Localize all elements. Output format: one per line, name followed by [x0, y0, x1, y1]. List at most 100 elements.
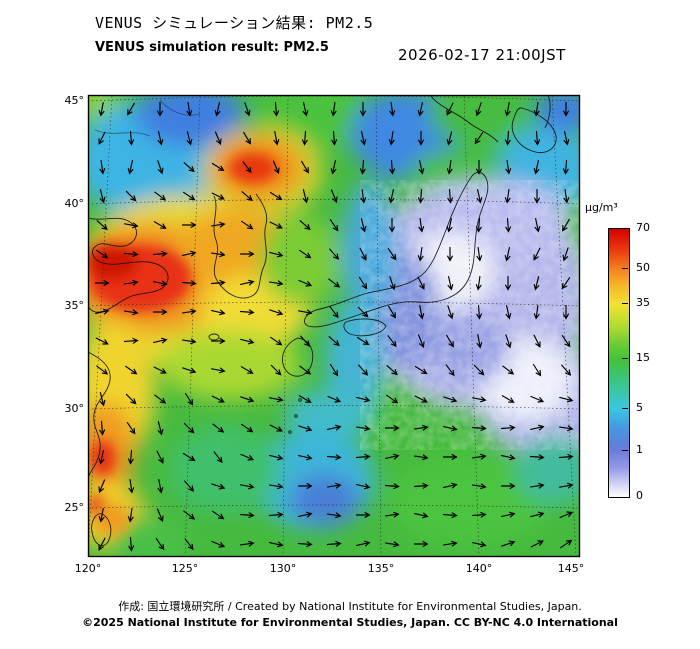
wind-arrow — [418, 218, 425, 233]
wind-arrow — [157, 101, 163, 117]
wind-arrow — [475, 102, 482, 117]
wind-arrow — [474, 132, 484, 145]
wind-arrow — [182, 338, 197, 345]
wind-arrow — [128, 479, 135, 494]
wind-arrow — [240, 366, 254, 374]
wind-arrow — [184, 480, 195, 492]
wind-arrow — [356, 483, 371, 490]
wind-arrow — [533, 276, 540, 291]
wind-arrow — [272, 160, 280, 175]
wind-arrow — [385, 453, 400, 460]
lat-tick-label: 35° — [64, 299, 85, 312]
wind-arrow — [561, 277, 571, 290]
colorbar-tick: 35 — [636, 296, 650, 309]
wind-arrow — [269, 280, 284, 287]
wind-arrow — [241, 423, 254, 433]
lon-tick-label: 140° — [465, 562, 493, 575]
wind-arrow — [152, 309, 168, 315]
wind-arrow — [269, 483, 284, 490]
wind-arrow — [297, 483, 313, 489]
datetime-label: 2026-02-17 21:00JST — [398, 46, 566, 64]
wind-arrow — [298, 454, 313, 461]
colorbar-tick: 5 — [636, 401, 643, 414]
wind-arrow — [501, 511, 516, 518]
wind-arrow — [389, 217, 395, 233]
wind-arrow — [330, 189, 338, 204]
wind-arrow — [298, 425, 313, 432]
wind-arrow — [184, 538, 194, 551]
colorbar — [608, 228, 630, 498]
wind-arrow — [471, 425, 487, 432]
wind-arrow — [123, 337, 139, 344]
wind-arrow — [443, 482, 458, 489]
wind-arrow — [414, 365, 428, 375]
wind-arrow — [447, 276, 454, 291]
wind-arrow — [358, 364, 369, 376]
wind-arrow — [268, 511, 284, 518]
wind-arrow — [388, 305, 396, 319]
colorbar-tick-mark — [622, 408, 628, 409]
wind-arrow — [127, 449, 134, 465]
wind-arrow — [181, 280, 197, 287]
wind-arrow — [211, 483, 226, 490]
wind-arrow — [559, 511, 574, 519]
wind-arrow — [98, 131, 106, 145]
wind-arrow — [533, 160, 540, 175]
wind-arrow — [182, 452, 196, 462]
wind-arrow — [157, 421, 164, 436]
wind-arrow — [446, 131, 453, 146]
wind-arrow — [475, 217, 482, 233]
wind-arrow — [183, 191, 196, 201]
wind-arrow — [387, 248, 397, 261]
wind-arrow — [447, 246, 453, 262]
wind-arrow — [504, 130, 511, 146]
wind-arrow — [327, 424, 342, 431]
wind-arrow — [99, 420, 106, 436]
wind-arrow — [359, 159, 366, 175]
lat-tick-label: 40° — [64, 197, 85, 210]
wind-arrow — [472, 483, 487, 490]
colorbar-tick-mark — [622, 303, 628, 304]
wind-arrow — [124, 279, 139, 286]
wind-arrow — [504, 102, 511, 117]
wind-arrow — [154, 394, 167, 404]
wind-arrow — [387, 335, 397, 348]
colorbar-tick: 0 — [636, 489, 643, 502]
wind-arrow — [126, 422, 136, 435]
wind-arrow — [155, 538, 165, 551]
wind-arrow — [269, 191, 283, 201]
wind-arrow — [211, 395, 225, 403]
wind-arrow — [445, 364, 455, 377]
wind-arrow — [384, 425, 400, 431]
wind-arrow — [210, 279, 226, 286]
colorbar-tick: 1 — [636, 443, 643, 456]
wind-arrow — [360, 101, 366, 117]
wind-arrow — [240, 338, 255, 345]
wind-arrow — [417, 247, 424, 262]
wind-arrow — [443, 540, 458, 547]
wind-arrow — [417, 188, 424, 204]
lon-tick-label: 120° — [74, 562, 102, 575]
wind-arrow — [211, 221, 226, 228]
wind-arrow — [476, 334, 483, 349]
wind-arrow — [413, 482, 429, 489]
wind-arrow — [326, 454, 342, 461]
wind-arrow — [472, 453, 487, 460]
wind-arrow — [127, 508, 134, 523]
wind-arrow — [212, 423, 225, 433]
wind-arrow — [530, 540, 544, 548]
wind-arrow — [124, 309, 139, 316]
wind-arrow — [505, 160, 512, 175]
wind-arrow — [386, 394, 399, 404]
wind-arrow — [125, 393, 137, 405]
wind-arrow — [240, 483, 255, 490]
wind-arrow — [563, 131, 570, 146]
colorbar-tick: 70 — [636, 221, 650, 234]
wind-arrow — [302, 102, 309, 117]
wind-arrow — [417, 276, 425, 290]
wind-arrow — [298, 309, 313, 316]
wind-arrow — [99, 392, 106, 407]
lon-tick-label: 125° — [171, 562, 199, 575]
wind-arrow — [329, 363, 339, 377]
